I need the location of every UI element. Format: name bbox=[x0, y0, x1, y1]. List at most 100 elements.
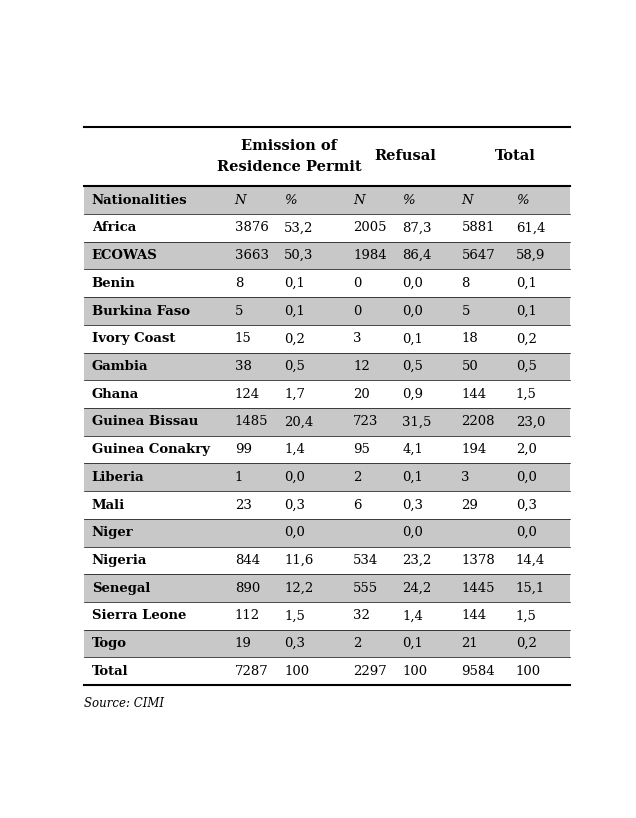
Text: Total: Total bbox=[495, 150, 536, 164]
Text: Nationalities: Nationalities bbox=[92, 194, 188, 207]
Text: 844: 844 bbox=[235, 554, 260, 567]
Text: 194: 194 bbox=[462, 443, 487, 456]
Text: 32: 32 bbox=[353, 609, 370, 622]
Text: 11,6: 11,6 bbox=[284, 554, 314, 567]
Text: Refusal: Refusal bbox=[374, 150, 436, 164]
Text: Ghana: Ghana bbox=[92, 388, 139, 401]
Text: 0,1: 0,1 bbox=[516, 304, 537, 317]
Text: 23: 23 bbox=[235, 498, 252, 511]
Text: 0,1: 0,1 bbox=[284, 304, 305, 317]
Text: 86,4: 86,4 bbox=[403, 249, 432, 262]
Text: 0,3: 0,3 bbox=[403, 498, 424, 511]
Text: 95: 95 bbox=[353, 443, 370, 456]
Text: %: % bbox=[284, 194, 296, 207]
Bar bbox=[85, 464, 570, 491]
Text: 5: 5 bbox=[235, 304, 243, 317]
Text: 5881: 5881 bbox=[462, 222, 495, 235]
Text: 0: 0 bbox=[353, 276, 361, 290]
Text: 534: 534 bbox=[353, 554, 378, 567]
Text: 5: 5 bbox=[462, 304, 470, 317]
Text: Gambia: Gambia bbox=[92, 360, 148, 373]
Text: 0,0: 0,0 bbox=[516, 526, 537, 539]
Text: %: % bbox=[403, 194, 415, 207]
Text: 0,2: 0,2 bbox=[284, 332, 305, 345]
Text: 0,2: 0,2 bbox=[516, 637, 537, 650]
Text: 2: 2 bbox=[353, 471, 361, 483]
Text: Senegal: Senegal bbox=[92, 582, 150, 595]
Text: 144: 144 bbox=[462, 609, 487, 622]
Text: Niger: Niger bbox=[92, 526, 134, 539]
Text: 0,0: 0,0 bbox=[403, 526, 423, 539]
Text: 3663: 3663 bbox=[235, 249, 269, 262]
Text: N: N bbox=[353, 194, 364, 207]
Text: 1984: 1984 bbox=[353, 249, 387, 262]
Text: 0,1: 0,1 bbox=[284, 276, 305, 290]
Text: 124: 124 bbox=[235, 388, 260, 401]
Text: 0,2: 0,2 bbox=[516, 332, 537, 345]
Text: 0,1: 0,1 bbox=[403, 637, 423, 650]
Bar bbox=[85, 187, 570, 214]
Text: 0,3: 0,3 bbox=[284, 498, 305, 511]
Text: 19: 19 bbox=[235, 637, 252, 650]
Text: 31,5: 31,5 bbox=[403, 416, 432, 429]
Text: 23,2: 23,2 bbox=[403, 554, 432, 567]
Text: ECOWAS: ECOWAS bbox=[92, 249, 158, 262]
Text: 1,5: 1,5 bbox=[284, 609, 305, 622]
Text: Sierra Leone: Sierra Leone bbox=[92, 609, 186, 622]
Text: 8: 8 bbox=[235, 276, 243, 290]
Text: 2: 2 bbox=[353, 637, 361, 650]
Text: 1: 1 bbox=[235, 471, 243, 483]
Text: 12: 12 bbox=[353, 360, 370, 373]
Bar bbox=[85, 574, 570, 602]
Text: Guinea Conakry: Guinea Conakry bbox=[92, 443, 210, 456]
Text: Africa: Africa bbox=[92, 222, 136, 235]
Text: 2005: 2005 bbox=[353, 222, 387, 235]
Text: 21: 21 bbox=[462, 637, 478, 650]
Text: 555: 555 bbox=[353, 582, 378, 595]
Text: 0,5: 0,5 bbox=[403, 360, 423, 373]
Text: 0,0: 0,0 bbox=[403, 304, 423, 317]
Text: 5647: 5647 bbox=[462, 249, 495, 262]
Text: 50,3: 50,3 bbox=[284, 249, 314, 262]
Text: %: % bbox=[516, 194, 529, 207]
Bar bbox=[85, 353, 570, 380]
Text: 1,7: 1,7 bbox=[284, 388, 305, 401]
Text: 0,1: 0,1 bbox=[403, 332, 423, 345]
Text: Total: Total bbox=[92, 665, 128, 678]
Text: 1378: 1378 bbox=[462, 554, 495, 567]
Text: 6: 6 bbox=[353, 498, 361, 511]
Text: 58,9: 58,9 bbox=[516, 249, 545, 262]
Text: 100: 100 bbox=[284, 665, 309, 678]
Text: 15,1: 15,1 bbox=[516, 582, 545, 595]
Text: Mali: Mali bbox=[92, 498, 125, 511]
Text: 1,5: 1,5 bbox=[516, 609, 537, 622]
Text: 3: 3 bbox=[353, 332, 361, 345]
Text: 1445: 1445 bbox=[462, 582, 495, 595]
Text: Nigeria: Nigeria bbox=[92, 554, 147, 567]
Text: Source: CIMI: Source: CIMI bbox=[85, 696, 165, 709]
Text: 53,2: 53,2 bbox=[284, 222, 314, 235]
Text: 24,2: 24,2 bbox=[403, 582, 432, 595]
Text: 144: 144 bbox=[462, 388, 487, 401]
Text: Togo: Togo bbox=[92, 637, 127, 650]
Text: 12,2: 12,2 bbox=[284, 582, 314, 595]
Text: 2297: 2297 bbox=[353, 665, 387, 678]
Bar bbox=[85, 630, 570, 658]
Text: 0,1: 0,1 bbox=[403, 471, 423, 483]
Text: 890: 890 bbox=[235, 582, 260, 595]
Bar bbox=[85, 297, 570, 325]
Text: 0,0: 0,0 bbox=[284, 471, 305, 483]
Text: 100: 100 bbox=[403, 665, 427, 678]
Text: 7287: 7287 bbox=[235, 665, 268, 678]
Text: 0,1: 0,1 bbox=[516, 276, 537, 290]
Text: 1,4: 1,4 bbox=[284, 443, 305, 456]
Bar bbox=[85, 519, 570, 546]
Text: 100: 100 bbox=[516, 665, 541, 678]
Text: 0,5: 0,5 bbox=[284, 360, 305, 373]
Text: 99: 99 bbox=[235, 443, 252, 456]
Text: 18: 18 bbox=[462, 332, 478, 345]
Text: 0,0: 0,0 bbox=[516, 471, 537, 483]
Text: 9584: 9584 bbox=[462, 665, 495, 678]
Text: 8: 8 bbox=[462, 276, 470, 290]
Text: 50: 50 bbox=[462, 360, 478, 373]
